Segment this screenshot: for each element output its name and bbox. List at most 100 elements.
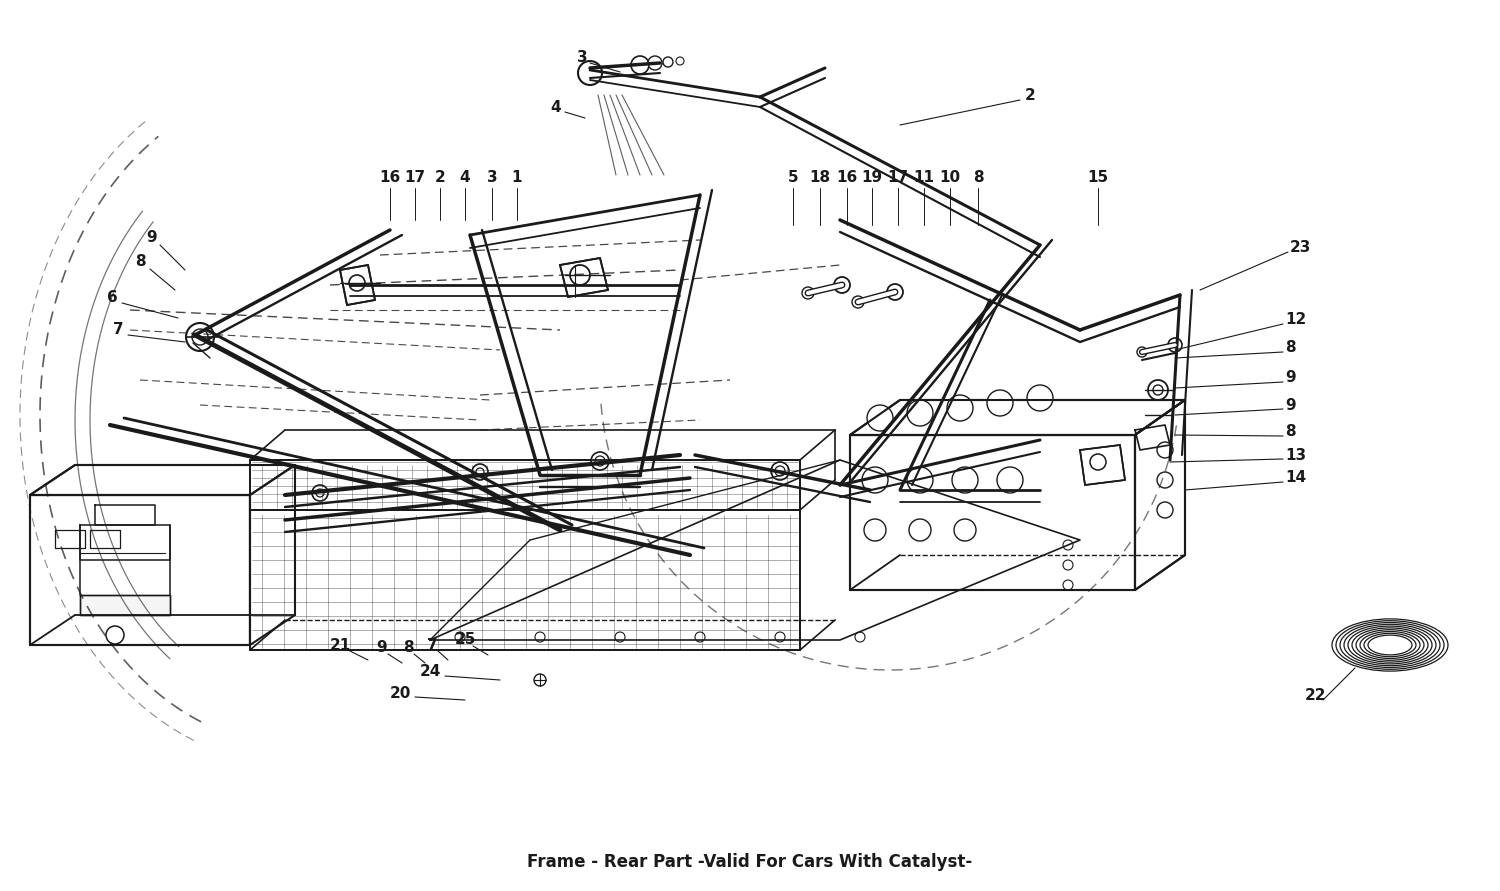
Circle shape xyxy=(834,277,850,293)
Text: 14: 14 xyxy=(1286,470,1306,486)
Circle shape xyxy=(648,56,662,70)
Polygon shape xyxy=(251,460,800,510)
Text: 24: 24 xyxy=(420,665,441,680)
Circle shape xyxy=(855,632,865,642)
Polygon shape xyxy=(850,400,1185,435)
Circle shape xyxy=(908,467,933,493)
Text: 8: 8 xyxy=(1286,424,1296,439)
Circle shape xyxy=(1156,502,1173,518)
Text: Frame - Rear Part -Valid For Cars With Catalyst-: Frame - Rear Part -Valid For Cars With C… xyxy=(528,853,972,871)
Circle shape xyxy=(1090,454,1106,470)
Circle shape xyxy=(192,329,208,345)
Circle shape xyxy=(886,284,903,300)
Text: 17: 17 xyxy=(888,170,909,185)
Text: 8: 8 xyxy=(972,170,984,185)
Text: 8: 8 xyxy=(135,255,146,269)
Polygon shape xyxy=(30,495,251,645)
Circle shape xyxy=(1064,560,1072,570)
Text: 3: 3 xyxy=(486,170,498,185)
Circle shape xyxy=(454,632,465,642)
Circle shape xyxy=(1148,380,1168,400)
Circle shape xyxy=(578,61,602,85)
Text: 10: 10 xyxy=(939,170,960,185)
Circle shape xyxy=(908,400,933,426)
Text: 8: 8 xyxy=(402,641,414,656)
Text: 1: 1 xyxy=(512,170,522,185)
Polygon shape xyxy=(850,435,1136,590)
Text: 4: 4 xyxy=(550,101,561,116)
Circle shape xyxy=(694,632,705,642)
Circle shape xyxy=(862,467,888,493)
Text: 7: 7 xyxy=(426,637,438,652)
Text: 5: 5 xyxy=(788,170,798,185)
Circle shape xyxy=(952,467,978,493)
Circle shape xyxy=(312,485,328,501)
Polygon shape xyxy=(340,265,375,305)
Polygon shape xyxy=(251,510,800,650)
Polygon shape xyxy=(251,465,296,645)
Polygon shape xyxy=(560,258,608,297)
Circle shape xyxy=(946,395,974,421)
Circle shape xyxy=(987,390,1012,416)
Text: 16: 16 xyxy=(380,170,400,185)
Text: 3: 3 xyxy=(576,51,588,66)
Circle shape xyxy=(771,462,789,480)
Circle shape xyxy=(867,405,892,431)
Circle shape xyxy=(316,489,324,497)
Circle shape xyxy=(615,632,626,642)
Text: 9: 9 xyxy=(376,641,387,656)
Circle shape xyxy=(472,464,488,480)
Text: 19: 19 xyxy=(861,170,882,185)
Text: 15: 15 xyxy=(1088,170,1108,185)
Circle shape xyxy=(1154,385,1162,395)
Circle shape xyxy=(776,466,784,476)
Circle shape xyxy=(570,265,590,285)
Circle shape xyxy=(802,287,814,299)
Polygon shape xyxy=(80,595,170,615)
Text: 22: 22 xyxy=(1304,688,1326,702)
Text: 12: 12 xyxy=(1286,313,1306,328)
Text: 7: 7 xyxy=(112,323,123,338)
Circle shape xyxy=(776,632,784,642)
Circle shape xyxy=(186,323,214,351)
Circle shape xyxy=(1064,540,1072,550)
Text: 11: 11 xyxy=(914,170,934,185)
Text: 9: 9 xyxy=(1286,397,1296,413)
Text: 21: 21 xyxy=(330,637,351,652)
Circle shape xyxy=(596,456,604,466)
Circle shape xyxy=(852,296,864,308)
Text: 16: 16 xyxy=(837,170,858,185)
Text: 6: 6 xyxy=(106,290,117,306)
Circle shape xyxy=(909,519,932,541)
Circle shape xyxy=(1150,407,1166,423)
Text: 4: 4 xyxy=(459,170,471,185)
Circle shape xyxy=(864,519,886,541)
Circle shape xyxy=(1137,347,1148,357)
Circle shape xyxy=(106,626,124,644)
Polygon shape xyxy=(30,465,296,495)
Circle shape xyxy=(1156,442,1173,458)
Circle shape xyxy=(476,468,484,476)
Text: 9: 9 xyxy=(1286,371,1296,386)
Circle shape xyxy=(954,519,976,541)
Text: 8: 8 xyxy=(1286,340,1296,356)
Circle shape xyxy=(676,57,684,65)
Circle shape xyxy=(350,275,364,291)
Circle shape xyxy=(548,517,568,537)
Text: 2: 2 xyxy=(1024,87,1035,102)
Circle shape xyxy=(998,467,1023,493)
Text: 25: 25 xyxy=(454,633,476,648)
Polygon shape xyxy=(1136,425,1170,450)
Circle shape xyxy=(663,57,674,67)
Circle shape xyxy=(1028,385,1053,411)
Text: 2: 2 xyxy=(435,170,445,185)
Circle shape xyxy=(591,452,609,470)
Circle shape xyxy=(1064,580,1072,590)
Text: 18: 18 xyxy=(810,170,831,185)
Circle shape xyxy=(1144,431,1156,443)
Polygon shape xyxy=(1080,445,1125,485)
Circle shape xyxy=(536,632,544,642)
Circle shape xyxy=(632,56,650,74)
Text: 17: 17 xyxy=(405,170,426,185)
Circle shape xyxy=(1154,411,1162,419)
